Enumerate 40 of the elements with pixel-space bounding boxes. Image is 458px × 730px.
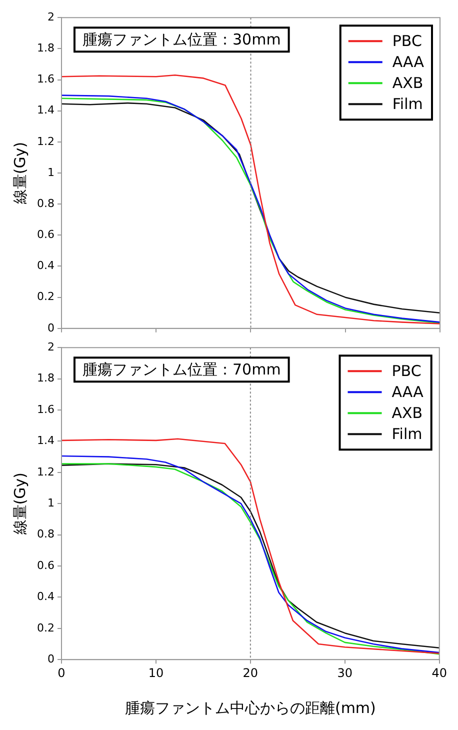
- x-axis-title: 腫瘍ファントム中心からの距離(mm): [124, 698, 376, 717]
- legend-label: AAA: [392, 382, 424, 401]
- y-tick-label: 2: [47, 10, 54, 24]
- y-tick-label: 0.4: [36, 259, 54, 272]
- y-tick-label: 1.4: [36, 104, 54, 117]
- annotation: 腫瘍ファントム位置：30mm: [82, 30, 281, 48]
- y-tick-label: 0.8: [36, 196, 54, 210]
- legend-label: AXB: [392, 74, 424, 92]
- legend-label: PBC: [392, 32, 422, 50]
- x-tick-label: 10: [148, 666, 164, 680]
- annotation: 腫瘍ファントム位置：70mm: [82, 360, 281, 378]
- y-tick-label: 1.6: [36, 402, 54, 416]
- y-axis-title: 線量(Gy): [10, 142, 29, 206]
- y-tick-label: 1.4: [36, 434, 54, 448]
- legend-label: PBC: [392, 362, 422, 380]
- y-tick-label: 2: [47, 340, 54, 354]
- y-tick-label: 0.6: [36, 558, 54, 572]
- y-axis-title: 線量(Gy): [10, 472, 29, 536]
- y-tick-label: 0: [47, 652, 54, 666]
- legend-label: AAA: [392, 52, 425, 71]
- y-tick-label: 1.6: [36, 72, 54, 86]
- legend-label: AXB: [392, 404, 423, 422]
- y-tick-label: 0.4: [36, 590, 54, 604]
- y-tick-label: 0.8: [36, 528, 54, 541]
- y-tick-label: 1.8: [36, 42, 54, 55]
- y-tick-label: 1: [47, 496, 54, 510]
- y-tick-label: 1.8: [36, 372, 54, 385]
- legend-label: Film: [392, 424, 422, 443]
- y-tick-label: 0.6: [36, 228, 54, 242]
- x-tick-label: 0: [58, 666, 66, 680]
- legend-label: Film: [392, 94, 423, 113]
- y-tick-label: 0: [47, 321, 54, 334]
- y-tick-label: 0.2: [36, 290, 54, 304]
- x-tick-label: 20: [242, 666, 258, 680]
- x-tick-label: 30: [337, 666, 353, 680]
- x-tick-label: 40: [432, 666, 448, 680]
- y-tick-label: 1: [47, 166, 54, 179]
- y-tick-label: 1.2: [36, 465, 54, 478]
- y-tick-label: 0.2: [36, 621, 54, 634]
- y-tick-label: 1.2: [36, 134, 54, 148]
